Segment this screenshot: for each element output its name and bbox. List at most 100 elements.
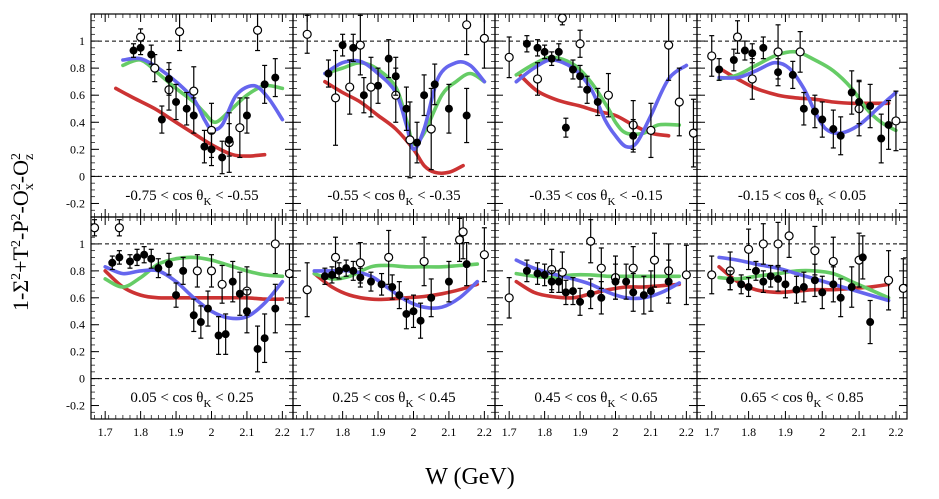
blue-model-curve	[121, 56, 285, 132]
filled-data-point	[133, 253, 142, 262]
filled-data-point	[136, 43, 145, 52]
filled-data-point	[792, 285, 801, 294]
open-data-point	[628, 263, 638, 273]
open-data-point	[883, 275, 894, 285]
y-tick-label: 0	[79, 169, 85, 183]
filled-data-point	[611, 277, 620, 286]
filled-data-point	[568, 65, 577, 74]
open-data-point	[504, 52, 514, 62]
filled-data-point	[576, 297, 585, 306]
x-tick-label: 1.8	[741, 425, 756, 439]
open-data-point	[810, 246, 820, 256]
filled-data-point	[271, 73, 280, 82]
filled-data-point	[154, 264, 163, 273]
open-data-point	[773, 47, 783, 57]
y-tick-label: 0.2	[70, 142, 85, 156]
filled-data-point	[391, 72, 400, 81]
filled-data-point	[413, 138, 422, 147]
blue-model-curve	[717, 60, 898, 136]
open-data-point	[891, 116, 901, 126]
y-axis-label-part: 2	[9, 183, 24, 190]
panel-7: 0.45 < cos θK < 0.65	[494, 216, 698, 420]
open-data-point	[557, 267, 567, 277]
open-data-point	[649, 255, 660, 265]
open-data-point	[330, 93, 341, 103]
filled-data-point	[164, 74, 173, 83]
filled-data-point	[774, 68, 783, 77]
x-tick-label: 1.8	[537, 425, 552, 439]
filled-data-point	[759, 277, 768, 286]
open-data-point	[664, 40, 674, 50]
x-tick-label: 2	[819, 425, 825, 439]
filled-data-point	[751, 266, 760, 275]
filled-data-point	[395, 291, 404, 300]
filled-data-point	[207, 145, 216, 154]
filled-data-point	[320, 272, 329, 281]
filled-data-point	[629, 288, 638, 297]
filled-data-point	[416, 316, 425, 325]
y-axis-label-part: 1-Σ	[8, 280, 33, 311]
filled-data-point	[349, 266, 358, 275]
filled-data-point	[858, 253, 867, 262]
open-data-point	[419, 256, 429, 267]
filled-data-point	[836, 131, 845, 140]
green-model-curve	[323, 60, 487, 147]
panel-bin-label: 0.65 < cos θK < 0.85	[740, 390, 863, 410]
filled-data-point	[179, 266, 188, 275]
open-data-point	[355, 258, 365, 268]
open-data-point	[681, 270, 691, 280]
open-data-point	[532, 74, 543, 84]
open-data-point	[330, 252, 341, 262]
filled-data-point	[629, 131, 638, 140]
filled-data-point	[228, 277, 237, 286]
x-tick-labels: 1.7 1.8 1.9 2 2.1 2.2 1.7 1.8 1.9 2 2.1 2.2 1.7 1.8 1.…	[98, 425, 904, 439]
filled-data-point	[242, 111, 251, 120]
x-tick-label: 2.2	[888, 425, 903, 439]
filled-data-point	[547, 54, 556, 63]
filled-data-point	[172, 291, 181, 300]
filled-data-point	[200, 142, 209, 151]
y-axis-label-part: -O	[8, 190, 33, 213]
open-data-point	[575, 39, 585, 49]
open-data-point	[136, 32, 146, 42]
filled-data-point	[561, 123, 570, 132]
panel-bin-label: 0.45 < cos θK < 0.65	[534, 390, 657, 410]
x-tick-label: 2	[612, 425, 618, 439]
y-tick-label: 1	[79, 34, 85, 48]
filled-data-point	[366, 277, 375, 286]
open-data-point	[384, 252, 394, 262]
open-data-point	[302, 29, 312, 39]
filled-data-point	[115, 253, 124, 262]
blue-model-curve	[103, 265, 285, 321]
open-data-point	[345, 82, 355, 92]
open-data-point	[189, 86, 199, 96]
filled-data-point	[726, 276, 735, 285]
open-data-point	[674, 97, 684, 107]
filled-data-point	[374, 81, 383, 90]
open-data-point	[235, 123, 245, 133]
filled-data-point	[225, 135, 234, 144]
filled-data-point	[384, 54, 393, 63]
y-tick-label: -0.2	[66, 196, 85, 210]
x-tick-label: 2.1	[239, 425, 254, 439]
filled-data-point	[108, 258, 117, 267]
y-axis-label-part: 2	[9, 240, 24, 247]
open-data-point	[462, 20, 472, 30]
filled-data-point	[866, 102, 875, 111]
filled-data-point	[203, 304, 212, 313]
filled-data-point	[737, 280, 746, 289]
filled-data-point	[533, 269, 542, 278]
open-data-point	[454, 235, 465, 245]
x-tick-label: 1.9	[169, 425, 184, 439]
filled-data-point	[189, 111, 198, 120]
filled-data-point	[576, 72, 585, 81]
filled-data-point	[327, 270, 336, 279]
filled-data-point	[235, 289, 244, 298]
filled-data-point	[335, 266, 344, 275]
y-axis-label-part: 2	[9, 153, 24, 160]
open-data-point	[784, 231, 794, 241]
open-data-point	[405, 135, 415, 145]
filled-data-point	[342, 264, 351, 273]
open-data-point	[596, 263, 606, 273]
